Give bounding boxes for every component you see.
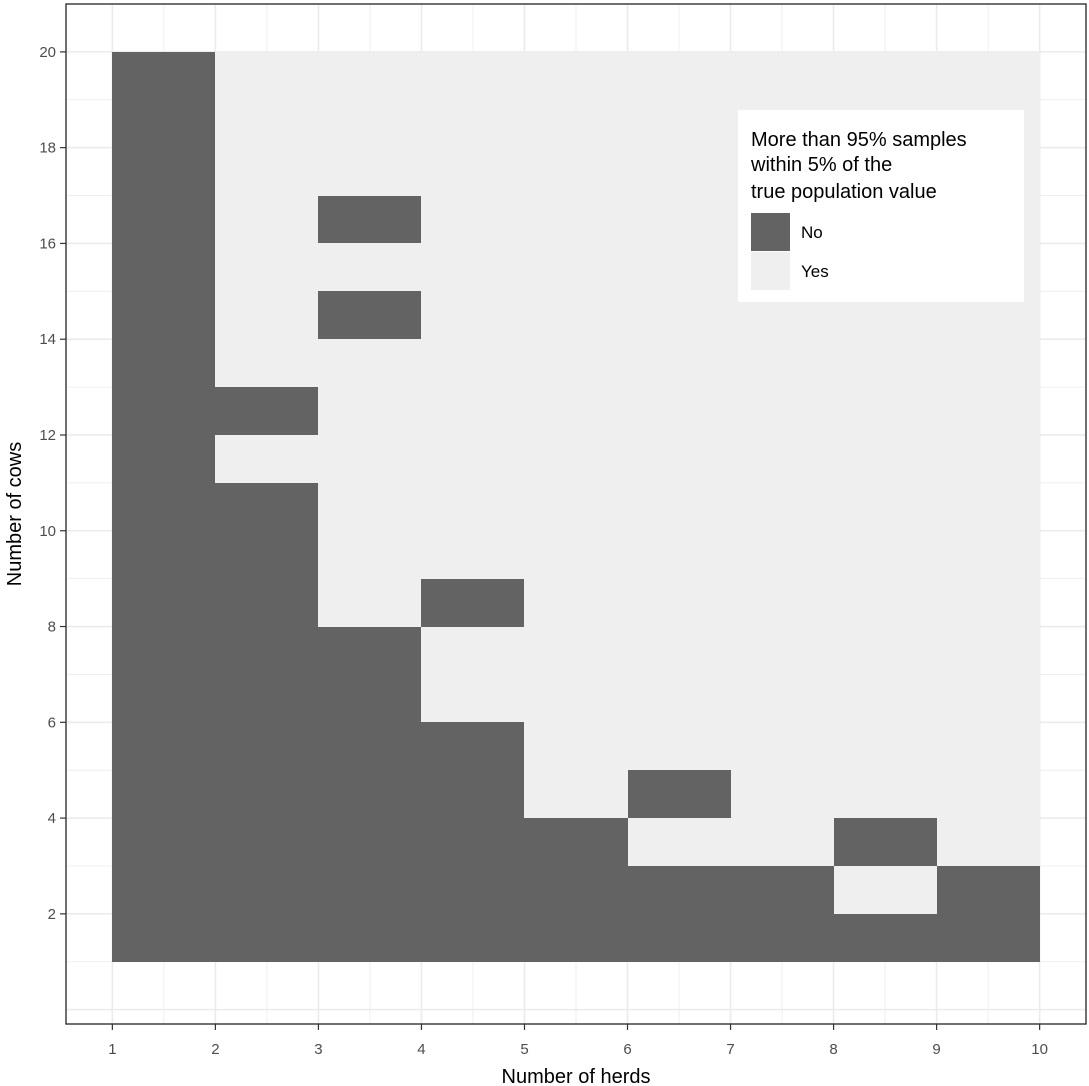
legend-label-no: No [801, 223, 823, 242]
tile-region-no [628, 866, 731, 962]
x-tick-label: 5 [520, 1041, 528, 1058]
tile-region-no [421, 722, 524, 962]
x-tick-label: 6 [623, 1041, 631, 1058]
x-tick-label: 4 [417, 1041, 425, 1058]
x-tick-label: 8 [829, 1041, 837, 1058]
y-tick-label: 4 [48, 810, 56, 827]
y-tick-label: 10 [39, 523, 56, 540]
x-tick-label: 1 [108, 1041, 116, 1058]
legend-title-line-1: More than 95% samples [751, 129, 967, 151]
legend-title-line-2: within 5% of the [750, 154, 892, 176]
y-tick-label: 14 [39, 331, 56, 348]
tile-region-no [834, 914, 937, 962]
legend-title-line-3: true population value [751, 181, 937, 203]
x-tick-label: 3 [314, 1041, 322, 1058]
x-tick-label: 7 [726, 1041, 734, 1058]
tile-region-no [318, 627, 421, 962]
legend-key-no [751, 213, 790, 251]
tile-region-no [731, 866, 834, 962]
tile-region-no [937, 866, 1040, 962]
y-tick-label: 20 [39, 44, 56, 61]
tile-region-no [112, 52, 215, 962]
y-tick-label: 6 [48, 714, 56, 731]
tile-region-no [318, 196, 421, 243]
tile-region-no [421, 579, 524, 627]
y-tick-label: 8 [48, 619, 56, 636]
tile-region-no [834, 818, 937, 866]
y-tick-label: 16 [39, 235, 56, 252]
tile-region-no [215, 387, 318, 435]
tile-region-no [628, 770, 731, 818]
x-tick-label: 10 [1031, 1041, 1048, 1058]
y-tick-label: 12 [39, 427, 56, 444]
x-tick-label: 2 [211, 1041, 219, 1058]
y-tick-label: 18 [39, 140, 56, 157]
panel-border [65, 3, 1087, 1025]
tile-region-no [318, 291, 421, 339]
tile-region-no [215, 483, 318, 962]
legend-label-yes: Yes [801, 262, 829, 281]
legend: More than 95% samples within 5% of the t… [738, 110, 1024, 302]
x-axis-title: Number of herds [502, 1066, 651, 1086]
legend-key-yes [751, 252, 790, 290]
y-axis-title: Number of cows [4, 442, 26, 587]
tile-region-no [524, 818, 628, 962]
x-tick-label: 9 [932, 1041, 940, 1058]
y-tick-label: 2 [48, 906, 56, 923]
